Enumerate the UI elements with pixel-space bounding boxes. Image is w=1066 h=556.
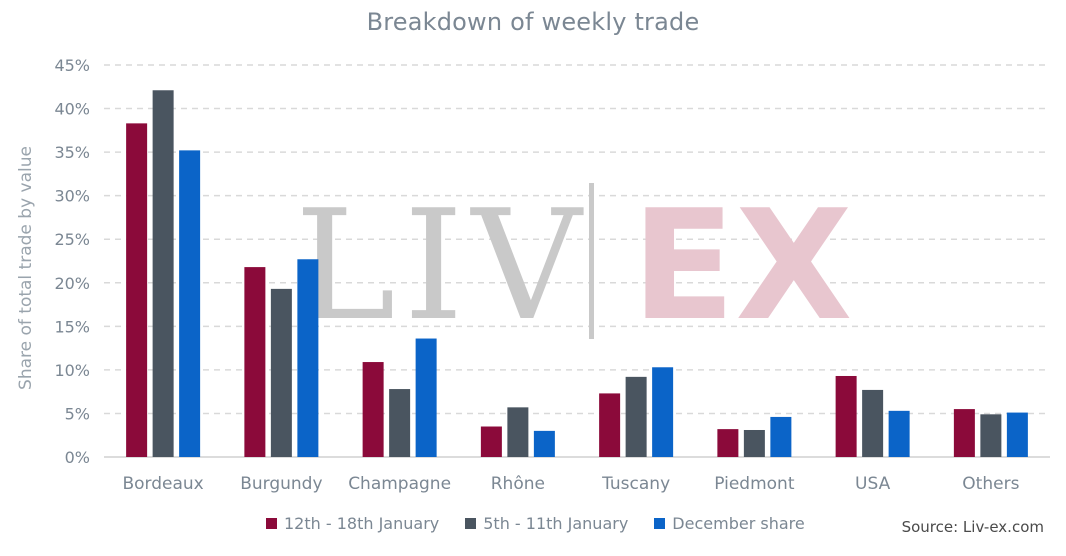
bar-bordeaux-series-3 xyxy=(179,150,201,457)
legend-label-series-3: December share xyxy=(672,514,805,533)
bar-rh-ne-series-2 xyxy=(507,407,529,457)
x-tick-label: Piedmont xyxy=(714,474,795,494)
y-tick-label: 45% xyxy=(54,56,90,75)
y-tick-label: 25% xyxy=(54,230,90,249)
source-note: Source: Liv-ex.com xyxy=(901,518,1044,536)
legend-swatch-series-1 xyxy=(266,518,277,529)
y-tick-label: 5% xyxy=(65,404,90,423)
bar-others-series-3 xyxy=(1006,412,1028,457)
watermark-liv-text: LIV xyxy=(295,177,590,354)
bar-champagne-series-3 xyxy=(415,338,437,457)
bar-champagne-series-2 xyxy=(389,389,411,457)
y-tick-label: 15% xyxy=(54,317,90,336)
watermark-ex-text: EX xyxy=(631,177,852,354)
bar-rh-ne-series-3 xyxy=(533,430,555,457)
tick-labels: 0% 5% 10% 15% 20% 25% 30% 35% 40% 45% Bordeaux Burg… xyxy=(54,56,1019,494)
bar-others-series-2 xyxy=(980,414,1002,457)
legend-label-series-1: 12th - 18th January xyxy=(284,514,440,533)
x-tick-label: Tuscany xyxy=(601,474,670,494)
bar-rh-ne-series-1 xyxy=(480,426,502,457)
legend-item-series-2: 5th - 11th January xyxy=(465,514,628,533)
bar-tuscany-series-1 xyxy=(599,393,621,457)
legend-item-series-1: 12th - 18th January xyxy=(266,514,439,533)
bar-usa-series-3 xyxy=(888,410,910,457)
legend: 12th - 18th January 5th - 11th January D… xyxy=(266,514,805,533)
bar-burgundy-series-3 xyxy=(297,259,319,457)
bar-bordeaux-series-1 xyxy=(126,123,148,457)
legend-label-series-2: 5th - 11th January xyxy=(483,514,629,533)
x-tick-label: Champagne xyxy=(348,474,451,494)
bar-usa-series-1 xyxy=(835,375,857,457)
legend-item-series-3: December share xyxy=(654,514,805,533)
bar-piedmont-series-1 xyxy=(717,429,739,457)
bar-usa-series-2 xyxy=(862,389,884,457)
y-tick-label: 35% xyxy=(54,143,90,162)
legend-swatch-series-3 xyxy=(654,518,666,529)
bar-tuscany-series-2 xyxy=(625,376,647,457)
bar-bordeaux-series-2 xyxy=(152,90,174,458)
y-tick-label: 40% xyxy=(54,100,90,119)
liv-ex-watermark: LIV EX xyxy=(295,177,853,354)
chart-title: Breakdown of weekly trade xyxy=(366,8,700,36)
watermark-divider xyxy=(589,183,594,339)
bar-piedmont-series-2 xyxy=(743,429,765,457)
legend-swatch-series-2 xyxy=(465,518,477,529)
x-tick-label: Bordeaux xyxy=(122,474,203,494)
bar-tuscany-series-3 xyxy=(652,367,674,457)
bar-others-series-1 xyxy=(953,409,975,457)
bar-burgundy-series-2 xyxy=(270,288,292,457)
x-tick-label: USA xyxy=(855,474,891,494)
y-tick-label: 20% xyxy=(54,274,90,293)
bar-champagne-series-1 xyxy=(362,362,384,457)
y-tick-label: 0% xyxy=(65,448,90,467)
bar-piedmont-series-3 xyxy=(770,416,792,457)
bars xyxy=(126,90,1028,458)
y-tick-label: 30% xyxy=(54,187,90,206)
y-tick-label: 10% xyxy=(54,361,90,380)
x-tick-label: Burgundy xyxy=(240,474,322,494)
x-tick-label: Rhône xyxy=(491,474,545,494)
bar-burgundy-series-1 xyxy=(244,267,266,457)
x-tick-label: Others xyxy=(962,474,1019,494)
y-axis-label: Share of total trade by value xyxy=(16,146,36,390)
